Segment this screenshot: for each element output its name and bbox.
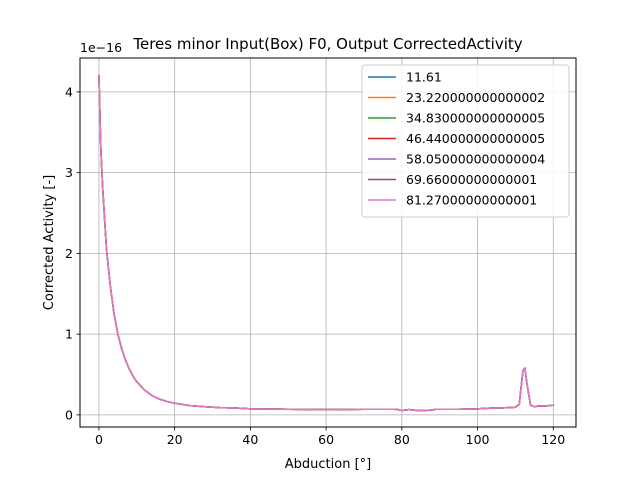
axis-ticks: 0 20 40 60 80 100 120 0 1 2 3 4: [65, 84, 565, 447]
series-line: [98, 74, 555, 412]
legend-label: 58.050000000000004: [406, 152, 545, 167]
y-axis-offset-label: 1e−16: [80, 40, 122, 55]
legend-label: 81.27000000000001: [406, 193, 537, 208]
series-lines: [98, 74, 555, 412]
x-tick-label: 20: [167, 432, 183, 447]
y-axis-label: Corrected Activity [-]: [42, 175, 57, 310]
legend: 11.61 23.220000000000002 34.83000000000000…: [361, 64, 570, 218]
x-tick-label: 60: [318, 432, 334, 447]
y-tick-label: 3: [65, 165, 73, 180]
plot-frame: [79, 57, 577, 428]
legend-box: [361, 64, 570, 218]
y-tick-label: 2: [65, 246, 73, 261]
y-tick-label: 0: [65, 407, 73, 422]
x-tick-label: 100: [466, 432, 490, 447]
y-tick-label: 4: [65, 84, 73, 99]
legend-label: 23.220000000000002: [406, 90, 545, 105]
chart-title: Teres minor Input(Box) F0, Output Correc…: [132, 35, 522, 53]
x-tick-label: 40: [242, 432, 258, 447]
legend-label: 69.66000000000001: [406, 172, 537, 187]
legend-label: 46.440000000000005: [406, 131, 545, 146]
x-tick-label: 0: [95, 432, 103, 447]
y-tick-label: 1: [65, 327, 73, 342]
legend-label: 11.61: [406, 70, 442, 85]
x-tick-label: 80: [394, 432, 410, 447]
legend-label: 34.830000000000005: [406, 111, 545, 126]
x-tick-label: 120: [541, 432, 565, 447]
x-axis-label: Abduction [°]: [285, 457, 371, 472]
